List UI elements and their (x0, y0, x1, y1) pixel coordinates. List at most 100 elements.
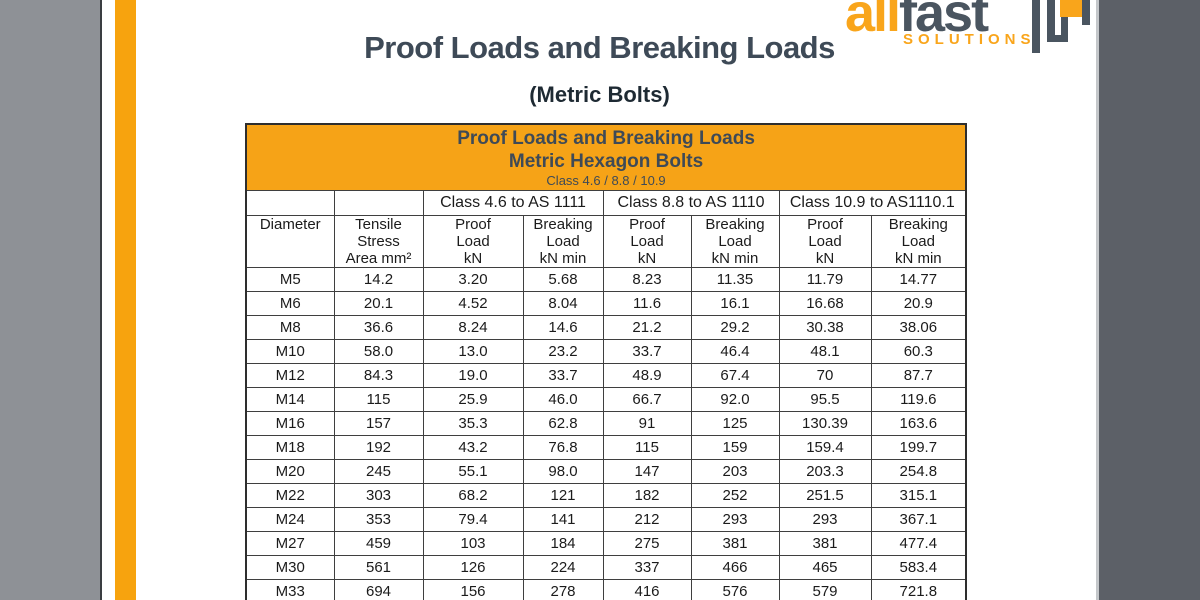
value-cell: 20.9 (870, 291, 967, 316)
value-cell: 203 (690, 459, 780, 484)
value-cell: 76.8 (522, 435, 604, 460)
value-cell: 156 (422, 579, 524, 600)
value-cell: 459 (333, 531, 424, 556)
class-header-empty-cell (333, 190, 424, 216)
orange-accent-stripe (115, 0, 136, 600)
value-cell: 721.8 (870, 579, 967, 600)
value-cell: 121 (522, 483, 604, 508)
value-cell: 579 (778, 579, 872, 600)
value-cell: 70 (778, 363, 872, 388)
value-cell: 275 (602, 531, 692, 556)
value-cell: 46.0 (522, 387, 604, 412)
value-cell: 25.9 (422, 387, 524, 412)
value-cell: 33.7 (602, 339, 692, 364)
value-cell: 115 (333, 387, 424, 412)
value-cell: 13.0 (422, 339, 524, 364)
page-left-edge-line (100, 0, 102, 600)
value-cell: 367.1 (870, 507, 967, 532)
value-cell: 466 (690, 555, 780, 580)
class-header-empty-cell (245, 190, 335, 216)
logo-mark-bar-icon (1032, 0, 1040, 53)
logo-mark-bar-icon (1082, 0, 1090, 25)
allfast-logo: allfast (845, 0, 989, 40)
bolt-loads-table-wrap: Proof Loads and Breaking Loads Metric He… (245, 123, 968, 600)
value-cell: 30.38 (778, 315, 872, 340)
value-cell: 8.23 (602, 267, 692, 292)
value-cell: 66.7 (602, 387, 692, 412)
value-cell: 48.9 (602, 363, 692, 388)
column-header-cell: Proof Load kN (602, 215, 692, 268)
diameter-cell: M22 (245, 483, 335, 508)
value-cell: 4.52 (422, 291, 524, 316)
value-cell: 141 (522, 507, 604, 532)
value-cell: 98.0 (522, 459, 604, 484)
value-cell: 92.0 (690, 387, 780, 412)
page-subtitle: (Metric Bolts) (529, 82, 670, 107)
value-cell: 293 (690, 507, 780, 532)
value-cell: 35.3 (422, 411, 524, 436)
value-cell: 245 (333, 459, 424, 484)
value-cell: 381 (778, 531, 872, 556)
value-cell: 251.5 (778, 483, 872, 508)
value-cell: 159 (690, 435, 780, 460)
value-cell: 119.6 (870, 387, 967, 412)
value-cell: 14.6 (522, 315, 604, 340)
value-cell: 11.6 (602, 291, 692, 316)
value-cell: 576 (690, 579, 780, 600)
table-row: M5 14.2 3.20 5.68 8.23 11.35 11.79 14.77 (245, 267, 967, 292)
value-cell: 91 (602, 411, 692, 436)
value-cell: 14.77 (870, 267, 967, 292)
diameter-cell: M14 (245, 387, 335, 412)
value-cell: 14.2 (333, 267, 424, 292)
class-header-row: Class 4.6 to AS 1111 Class 8.8 to AS 1110… (245, 190, 967, 216)
value-cell: 254.8 (870, 459, 967, 484)
diameter-cell: M33 (245, 579, 335, 600)
value-cell: 3.20 (422, 267, 524, 292)
column-header-cell: Tensile Stress Area mm² (333, 215, 424, 268)
diameter-cell: M10 (245, 339, 335, 364)
class-header-cell: Class 4.6 to AS 1111 (422, 190, 604, 216)
value-cell: 130.39 (778, 411, 872, 436)
value-cell: 67.4 (690, 363, 780, 388)
diameter-cell: M8 (245, 315, 335, 340)
value-cell: 87.7 (870, 363, 967, 388)
diameter-cell: M20 (245, 459, 335, 484)
value-cell: 58.0 (333, 339, 424, 364)
value-cell: 159.4 (778, 435, 872, 460)
table-row: M27 459 103 184 275 381 381 477.4 (245, 531, 967, 556)
column-header-row: Diameter Tensile Stress Area mm² Proof Loa… (245, 215, 967, 268)
value-cell: 29.2 (690, 315, 780, 340)
value-cell: 224 (522, 555, 604, 580)
column-header-cell: Breaking Load kN min (870, 215, 967, 268)
column-header-cell: Breaking Load kN min (522, 215, 604, 268)
banner-line3: Class 4.6 / 8.8 / 10.9 (546, 173, 666, 188)
value-cell: 11.79 (778, 267, 872, 292)
value-cell: 203.3 (778, 459, 872, 484)
logo-tagline: SOLUTIONS (903, 31, 1036, 48)
value-cell: 46.4 (690, 339, 780, 364)
value-cell: 561 (333, 555, 424, 580)
class-header-cell: Class 8.8 to AS 1110 (602, 190, 780, 216)
value-cell: 465 (778, 555, 872, 580)
value-cell: 79.4 (422, 507, 524, 532)
value-cell: 103 (422, 531, 524, 556)
value-cell: 55.1 (422, 459, 524, 484)
table-row: M10 58.0 13.0 23.2 33.7 46.4 48.1 60.3 (245, 339, 967, 364)
value-cell: 8.24 (422, 315, 524, 340)
class-header-cell: Class 10.9 to AS1110.1 (778, 190, 967, 216)
logo-mark-bar-icon (1061, 17, 1068, 42)
value-cell: 157 (333, 411, 424, 436)
left-background-panel (0, 0, 100, 600)
value-cell: 126 (422, 555, 524, 580)
diameter-cell: M18 (245, 435, 335, 460)
value-cell: 182 (602, 483, 692, 508)
value-cell: 68.2 (422, 483, 524, 508)
table-banner-row: Proof Loads and Breaking Loads Metric He… (245, 123, 967, 191)
value-cell: 694 (333, 579, 424, 600)
value-cell: 43.2 (422, 435, 524, 460)
value-cell: 21.2 (602, 315, 692, 340)
diameter-cell: M12 (245, 363, 335, 388)
value-cell: 62.8 (522, 411, 604, 436)
table-row: M20 245 55.1 98.0 147 203 203.3 254.8 (245, 459, 967, 484)
value-cell: 60.3 (870, 339, 967, 364)
